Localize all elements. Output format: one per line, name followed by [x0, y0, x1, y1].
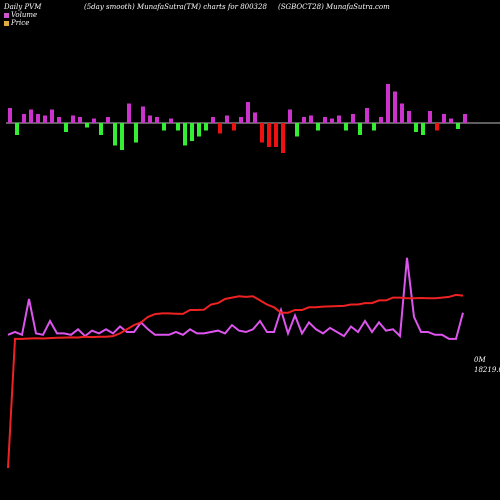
volume-bar [134, 123, 138, 143]
volume-bar [442, 114, 446, 123]
volume-bar [309, 115, 313, 123]
chart-title: (5day smooth) MunafaSutra(TM) charts for… [84, 3, 267, 11]
price-swatch [4, 20, 9, 26]
volume-bar [120, 123, 124, 150]
volume-bar [155, 117, 159, 123]
volume-bar [253, 112, 257, 123]
volume-bar [183, 123, 187, 146]
volume-bar [141, 106, 145, 123]
volume-bar [428, 111, 432, 123]
volume-bars [8, 84, 467, 153]
volume-bar [372, 123, 376, 131]
legend-price-label: Price [11, 19, 30, 27]
volume-bar [330, 118, 334, 123]
volume-swatch [4, 12, 9, 18]
volume-bar [274, 123, 278, 147]
volume-bar [29, 109, 33, 123]
volume-bar [288, 109, 292, 123]
volume-bar [323, 117, 327, 123]
legend-price: Price [4, 19, 29, 27]
volume-bar [113, 123, 117, 146]
volume-axis-label: 0M [474, 356, 486, 364]
volume-bar [337, 115, 341, 123]
volume-bar [400, 103, 404, 123]
volume-bar [197, 123, 201, 137]
price-axis-label: 18219.00 [474, 366, 500, 374]
volume-bar [99, 123, 103, 135]
chart-type-label: Daily PVM [4, 3, 42, 11]
volume-bar [176, 123, 180, 131]
volume-bar [232, 123, 236, 131]
volume-bar [148, 115, 152, 123]
volume-bar [127, 103, 131, 123]
volume-bar [204, 123, 208, 131]
volume-bar [218, 123, 222, 134]
chart-source: (SGBOCT28) MunafaSutra.com [278, 3, 390, 11]
volume-bar [344, 123, 348, 131]
volume-bar [239, 117, 243, 123]
volume-bar [260, 123, 264, 143]
volume-bar [246, 102, 250, 123]
volume-bar [190, 123, 194, 141]
volume-bar [169, 118, 173, 123]
volume-bar [393, 91, 397, 123]
volume-bar [351, 114, 355, 123]
volume-bar [36, 114, 40, 123]
volume-bar [302, 117, 306, 123]
volume-bar [22, 114, 26, 123]
volume-bar [267, 123, 271, 147]
volume-bar [71, 115, 75, 123]
volume-bar [43, 115, 47, 123]
price-line [7, 293, 464, 469]
volume-bar [281, 123, 285, 153]
volume-bar [365, 108, 369, 123]
volume-bar [78, 117, 82, 123]
volume-bar [435, 123, 439, 131]
legend-volume: Volume [4, 11, 37, 19]
volume-bar [8, 108, 12, 123]
legend-volume-label: Volume [11, 11, 38, 19]
volume-bar [386, 84, 390, 123]
volume-bar [50, 109, 54, 123]
volume-bar [295, 123, 299, 137]
volume-bar [225, 115, 229, 123]
volume-bar [92, 118, 96, 123]
volume-bar [64, 123, 68, 132]
volume-bar [449, 118, 453, 123]
volume-bar [407, 111, 411, 123]
volume-bar [106, 117, 110, 123]
volume-bar [85, 123, 89, 128]
volume-bar [57, 117, 61, 123]
volume-bar [421, 123, 425, 135]
volume-bar [358, 123, 362, 135]
volume-bar [211, 117, 215, 123]
volume-bar [463, 114, 467, 123]
volume-bar [15, 123, 19, 135]
volume-bar [456, 123, 460, 129]
volume-line [7, 257, 464, 340]
volume-bar [414, 123, 418, 132]
volume-bar [379, 117, 383, 123]
volume-bar [162, 123, 166, 131]
volume-bar [316, 123, 320, 131]
